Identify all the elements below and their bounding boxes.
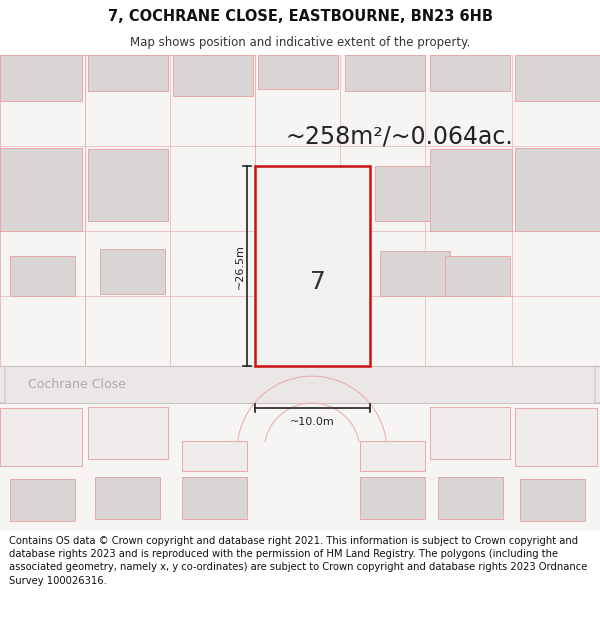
Bar [430, 149, 512, 231]
Bar [380, 251, 450, 296]
Wedge shape [595, 366, 600, 403]
Bar [430, 55, 510, 91]
Bar [0, 55, 85, 386]
Text: ~258m²/~0.064ac.: ~258m²/~0.064ac. [285, 124, 513, 148]
Bar [272, 271, 353, 341]
Bar [88, 407, 168, 459]
Bar [430, 407, 510, 459]
Bar [10, 479, 75, 521]
Bar [173, 55, 253, 96]
Bar [515, 148, 600, 231]
Bar [520, 479, 585, 521]
Bar [0, 148, 82, 231]
Text: Cochrane Close: Cochrane Close [28, 378, 126, 391]
Bar [85, 55, 255, 386]
Bar [515, 55, 600, 101]
Wedge shape [0, 366, 5, 403]
Bar [88, 55, 168, 91]
Bar [255, 166, 370, 366]
Bar [0, 55, 82, 101]
Bar [360, 441, 425, 471]
Text: ~26.5m: ~26.5m [235, 244, 245, 289]
Bar [360, 477, 425, 519]
Text: ~10.0m: ~10.0m [290, 417, 335, 427]
Bar [182, 477, 247, 519]
Bar [182, 441, 247, 471]
Bar [88, 149, 168, 221]
Text: 7, COCHRANE CLOSE, EASTBOURNE, BN23 6HB: 7, COCHRANE CLOSE, EASTBOURNE, BN23 6HB [107, 9, 493, 24]
Bar [438, 477, 503, 519]
Bar [445, 256, 510, 296]
Bar [0, 366, 600, 403]
Text: Contains OS data © Crown copyright and database right 2021. This information is : Contains OS data © Crown copyright and d… [9, 536, 587, 586]
Bar [345, 55, 425, 91]
Bar [10, 256, 75, 296]
Bar [375, 166, 450, 221]
Bar [100, 249, 165, 294]
Bar [515, 408, 597, 466]
Bar [258, 55, 338, 89]
Text: 7: 7 [310, 270, 325, 294]
Text: Map shows position and indicative extent of the property.: Map shows position and indicative extent… [130, 36, 470, 49]
Bar [0, 408, 82, 466]
Bar [95, 477, 160, 519]
